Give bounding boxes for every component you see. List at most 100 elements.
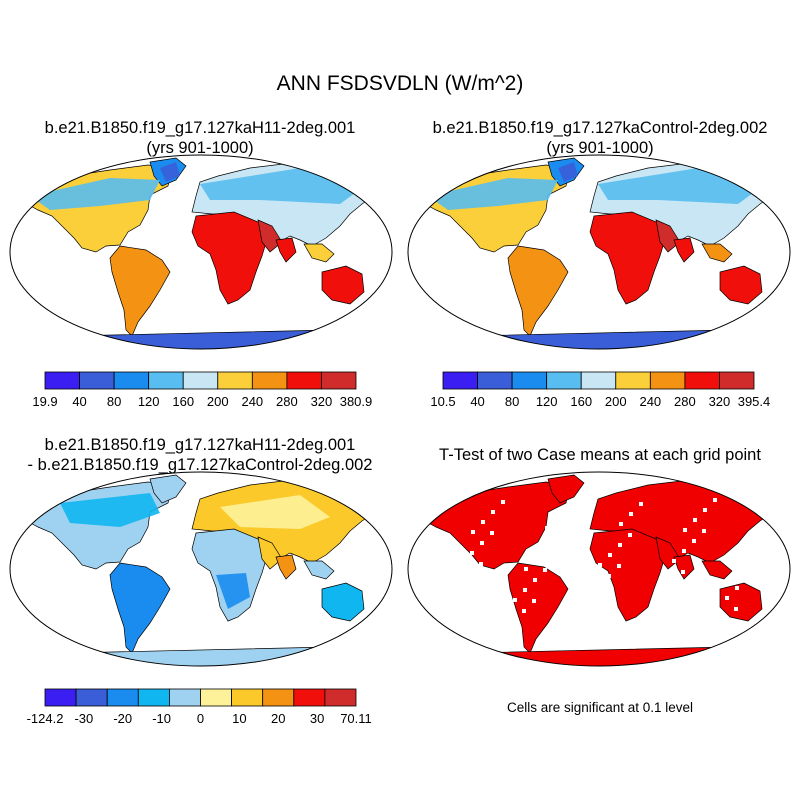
- colorbar-top-left-tick-label: 40: [72, 394, 86, 409]
- panel-title-bottom-left-line2: - b.e21.B1850.f19_g17.127kaControl-2deg.…: [27, 456, 373, 474]
- land-india: [673, 237, 695, 263]
- land-india: [275, 554, 297, 580]
- map-panel-top-left: [10, 157, 391, 349]
- land-australia: [719, 265, 763, 305]
- land-namerica: [415, 481, 571, 570]
- colorbar-bottom-left-tick-label: -30: [74, 711, 93, 726]
- colorbar-bottom-left-tick-label: 30: [310, 711, 324, 726]
- land-greenland: [547, 474, 585, 504]
- colorbar-bottom-left-tick-label: -20: [113, 711, 132, 726]
- map-panel-bottom-right: [408, 474, 789, 666]
- colorbar-top-right-swatch: [684, 371, 720, 390]
- land-india: [673, 554, 695, 580]
- colorbar-top-left-tick-label: 19.9: [32, 394, 57, 409]
- land-antarctica: [10, 646, 391, 666]
- land-samerica: [507, 245, 569, 337]
- land-india: [275, 237, 297, 263]
- colorbar-top-right-swatch: [580, 371, 617, 390]
- colorbar-top-left-swatch: [321, 371, 357, 390]
- colorbar-top-right-swatch: [442, 371, 478, 390]
- land-africa: [589, 528, 667, 622]
- colorbar-top-right-swatch: [511, 371, 548, 390]
- colorbar-bottom-left-swatch: [200, 688, 233, 707]
- colorbar-top-right-tick-label: 200: [605, 394, 627, 409]
- land-namerica: [415, 164, 571, 253]
- land-australia: [321, 265, 365, 305]
- panel-title-top-left-line2: (yrs 901-1000): [146, 139, 254, 157]
- land-greenland: [149, 474, 187, 504]
- land-seasia: [303, 560, 335, 580]
- colorbar-top-left-tick-label: 280: [276, 394, 298, 409]
- colorbar-top-right-tick-label: 160: [570, 394, 592, 409]
- colorbar-top-left-tick-label: 380.9: [340, 394, 373, 409]
- colorbar-top-right-tick-label: 395.4: [738, 394, 771, 409]
- map-panel-top-right: [408, 157, 789, 349]
- panel-title-bottom-right: T-Test of two Case means at each grid po…: [439, 446, 761, 464]
- colorbar-bottom-left-tick-label: 20: [271, 711, 285, 726]
- land-samerica: [109, 245, 171, 337]
- land-samerica: [507, 562, 569, 654]
- land-arabia: [655, 219, 681, 253]
- land-antarctica: [408, 646, 789, 666]
- land-africa: [589, 211, 667, 305]
- land-africa: [191, 211, 269, 305]
- land-samerica: [109, 562, 171, 654]
- colorbar-top-left-swatch: [217, 371, 253, 390]
- map-panel-bottom-left: [10, 474, 391, 666]
- land-antarctica: [408, 329, 789, 349]
- colorbar-bottom-left-swatch: [137, 688, 170, 707]
- colorbar-top-right-tick-label: 10.5: [430, 394, 455, 409]
- colorbar-top-left-swatch: [113, 371, 150, 390]
- panel-title-top-right-line2: (yrs 901-1000): [546, 139, 654, 157]
- land-australia: [719, 582, 763, 622]
- colorbar-top-left-swatch: [148, 371, 184, 390]
- colorbar-top-right-tick-label: 40: [470, 394, 484, 409]
- colorbar-top-left-swatch: [251, 371, 288, 390]
- significance-note: Cells are significant at 0.1 level: [506, 700, 694, 715]
- colorbar-top-right-swatch: [649, 371, 686, 390]
- colorbar-bottom-left-tick-label: -10: [152, 711, 171, 726]
- colorbar-bottom-left-swatch: [231, 688, 264, 707]
- colorbar-bottom-left-tick-label: 10: [232, 711, 246, 726]
- panel-title-top-right-line1: b.e21.B1850.f19_g17.127kaControl-2deg.00…: [432, 119, 768, 137]
- colorbar-top-right: 10.5 40 80 120 160 200 240 280 320 395.4: [430, 371, 771, 409]
- colorbar-bottom-left-swatch: [44, 688, 77, 707]
- colorbar-top-left-swatch: [79, 371, 115, 390]
- colorbar-top-right-tick-label: 240: [639, 394, 661, 409]
- colorbar-bottom-left-swatch: [75, 688, 108, 707]
- colorbar-bottom-left-swatch: [293, 688, 326, 707]
- colorbar-top-right-tick-label: 120: [536, 394, 558, 409]
- colorbar-bottom-left-tick-label: -124.2: [27, 711, 64, 726]
- colorbar-top-left-tick-label: 120: [138, 394, 160, 409]
- colorbar-bottom-left-swatch: [262, 688, 295, 707]
- land-arabia: [257, 536, 283, 570]
- main-title: ANN FSDSVDLN (W/m^2): [276, 72, 524, 95]
- panel-title-top-left-line1: b.e21.B1850.f19_g17.127kaH11-2deg.001: [44, 119, 356, 137]
- map-border-bottom-left: [9, 471, 393, 667]
- land-seasia: [701, 560, 733, 580]
- land-antarctica: [10, 329, 391, 349]
- colorbar-top-right-tick-label: 320: [709, 394, 731, 409]
- land-arabia: [257, 219, 283, 253]
- colorbar-bottom-left: -124.2 -30 -20 -10 0 10 20 30 70.11: [27, 688, 372, 726]
- colorbar-bottom-left-tick-label: 70.11: [340, 711, 372, 726]
- colorbar-top-right-tick-label: 80: [505, 394, 519, 409]
- colorbar-top-left-tick-label: 200: [207, 394, 229, 409]
- colorbar-top-left-swatch: [286, 371, 322, 390]
- colorbar-top-left: 19.9 40 80 120 160 200 240 280 320 380.9: [32, 371, 373, 409]
- colorbar-top-left-tick-label: 80: [107, 394, 121, 409]
- colorbar-top-right-swatch: [719, 371, 755, 390]
- colorbar-top-left-swatch: [44, 371, 80, 390]
- land-australia: [321, 582, 365, 622]
- map-border-top-left: [9, 154, 393, 350]
- colorbar-top-left-tick-label: 160: [172, 394, 194, 409]
- colorbar-top-right-swatch: [546, 371, 582, 390]
- map-border-top-right: [407, 154, 791, 350]
- colorbar-top-right-tick-label: 280: [674, 394, 696, 409]
- map-border-bottom-right: [407, 471, 791, 667]
- land-seasia: [303, 243, 335, 263]
- colorbar-bottom-left-swatch: [168, 688, 201, 707]
- colorbar-top-right-swatch: [615, 371, 651, 390]
- colorbar-top-left-tick-label: 240: [241, 394, 263, 409]
